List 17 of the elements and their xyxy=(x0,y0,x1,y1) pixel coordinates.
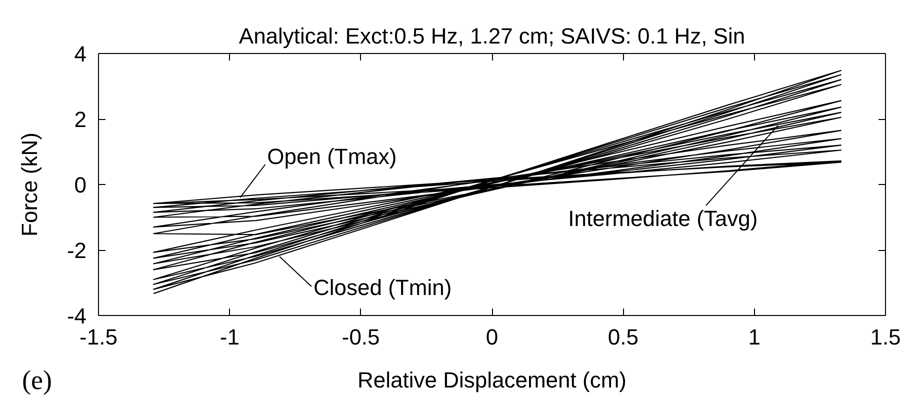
chart-title: Analytical: Exct:0.5 Hz, 1.27 cm; SAIVS: 0.1 Hz, Sin xyxy=(238,24,746,48)
y-tick-label: -2 xyxy=(66,238,86,263)
annotation: Closed (Tmin) xyxy=(314,275,452,300)
x-tick-label: -0.5 xyxy=(342,324,380,350)
y-axis-title: Force (kN) xyxy=(16,132,42,236)
y-tick-label: 0 xyxy=(74,172,87,198)
y-tick-label: 2 xyxy=(74,107,87,132)
text: (e) xyxy=(22,364,52,397)
x-tick-label: 1 xyxy=(748,324,760,350)
x-tick-label: 0.5 xyxy=(608,324,638,350)
x-tick-label: 0 xyxy=(486,324,498,350)
annotation: Open (Tmax) xyxy=(267,144,397,170)
annotation: Intermediate (Tavg) xyxy=(568,206,758,232)
x-tick-label: -1 xyxy=(220,324,240,350)
x-axis-title: Relative Displacement (cm) xyxy=(358,368,626,392)
y-tick-label: 4 xyxy=(74,42,87,66)
x-tick-label: 1.5 xyxy=(870,324,901,350)
